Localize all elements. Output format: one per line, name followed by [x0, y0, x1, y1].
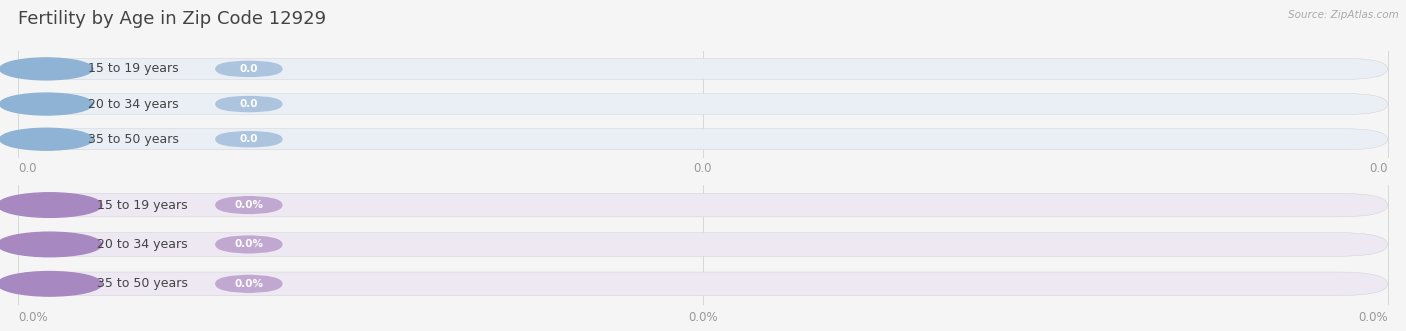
Text: 0.0: 0.0 [239, 134, 259, 144]
Text: 0.0: 0.0 [239, 99, 259, 109]
FancyBboxPatch shape [215, 96, 283, 112]
FancyBboxPatch shape [18, 129, 1388, 150]
Text: Source: ZipAtlas.com: Source: ZipAtlas.com [1288, 10, 1399, 20]
FancyBboxPatch shape [18, 58, 1388, 79]
FancyBboxPatch shape [215, 235, 283, 254]
Text: 0.0%: 0.0% [1358, 310, 1388, 324]
Text: 15 to 19 years: 15 to 19 years [89, 62, 179, 75]
Text: 0.0: 0.0 [239, 64, 259, 74]
Text: 0.0: 0.0 [693, 163, 713, 175]
Circle shape [0, 232, 101, 257]
Text: 35 to 50 years: 35 to 50 years [97, 277, 187, 290]
Circle shape [0, 93, 93, 115]
FancyBboxPatch shape [215, 275, 283, 293]
FancyBboxPatch shape [215, 61, 283, 77]
Text: 0.0%: 0.0% [235, 200, 263, 210]
Text: 15 to 19 years: 15 to 19 years [97, 199, 187, 212]
Text: Fertility by Age in Zip Code 12929: Fertility by Age in Zip Code 12929 [18, 10, 326, 28]
Circle shape [0, 128, 93, 150]
FancyBboxPatch shape [18, 193, 1388, 217]
Circle shape [0, 58, 93, 80]
FancyBboxPatch shape [18, 272, 1388, 296]
Circle shape [0, 271, 101, 296]
Text: 0.0: 0.0 [18, 163, 37, 175]
Text: 35 to 50 years: 35 to 50 years [89, 133, 179, 146]
Text: 0.0%: 0.0% [235, 239, 263, 250]
Text: 0.0%: 0.0% [688, 310, 718, 324]
Text: 0.0: 0.0 [1369, 163, 1388, 175]
FancyBboxPatch shape [215, 131, 283, 147]
Text: 20 to 34 years: 20 to 34 years [97, 238, 187, 251]
FancyBboxPatch shape [18, 94, 1388, 115]
FancyBboxPatch shape [18, 233, 1388, 256]
Text: 0.0%: 0.0% [235, 279, 263, 289]
Text: 20 to 34 years: 20 to 34 years [89, 98, 179, 111]
Text: 0.0%: 0.0% [18, 310, 48, 324]
Circle shape [0, 193, 101, 217]
FancyBboxPatch shape [215, 196, 283, 214]
